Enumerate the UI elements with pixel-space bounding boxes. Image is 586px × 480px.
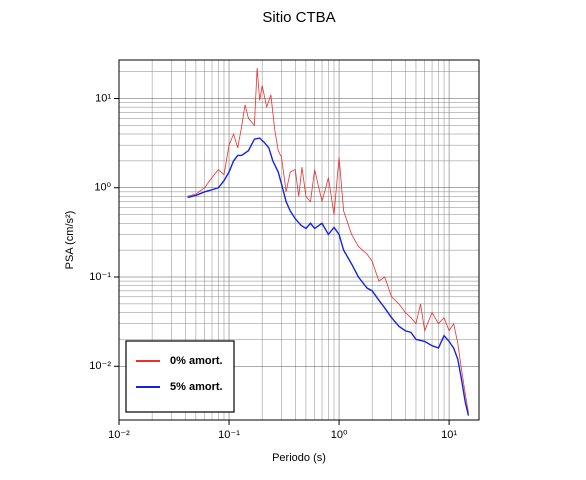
y-tick-label: 10⁻² <box>89 360 111 372</box>
x-tick-label: 10¹ <box>441 429 457 441</box>
x-tick-label: 10⁰ <box>331 429 348 441</box>
y-tick-label: 10⁻¹ <box>89 271 111 283</box>
series-line <box>187 67 469 413</box>
y-axis-label: PSA (cm/s²) <box>64 211 76 270</box>
legend-label: 0% amort. <box>170 355 223 367</box>
legend-box <box>125 340 235 413</box>
legend-label: 5% amort. <box>170 381 223 393</box>
chart-title: Sitio CTBA <box>262 9 335 26</box>
x-axis-label: Periodo (s) <box>272 452 326 464</box>
y-tick-label: 10⁰ <box>94 182 111 194</box>
series-line <box>187 137 470 416</box>
plot-frame <box>118 59 480 421</box>
x-tick-label: 10⁻¹ <box>218 429 240 441</box>
y-tick-label: 10¹ <box>95 92 111 104</box>
x-tick-label: 10⁻² <box>108 429 130 441</box>
